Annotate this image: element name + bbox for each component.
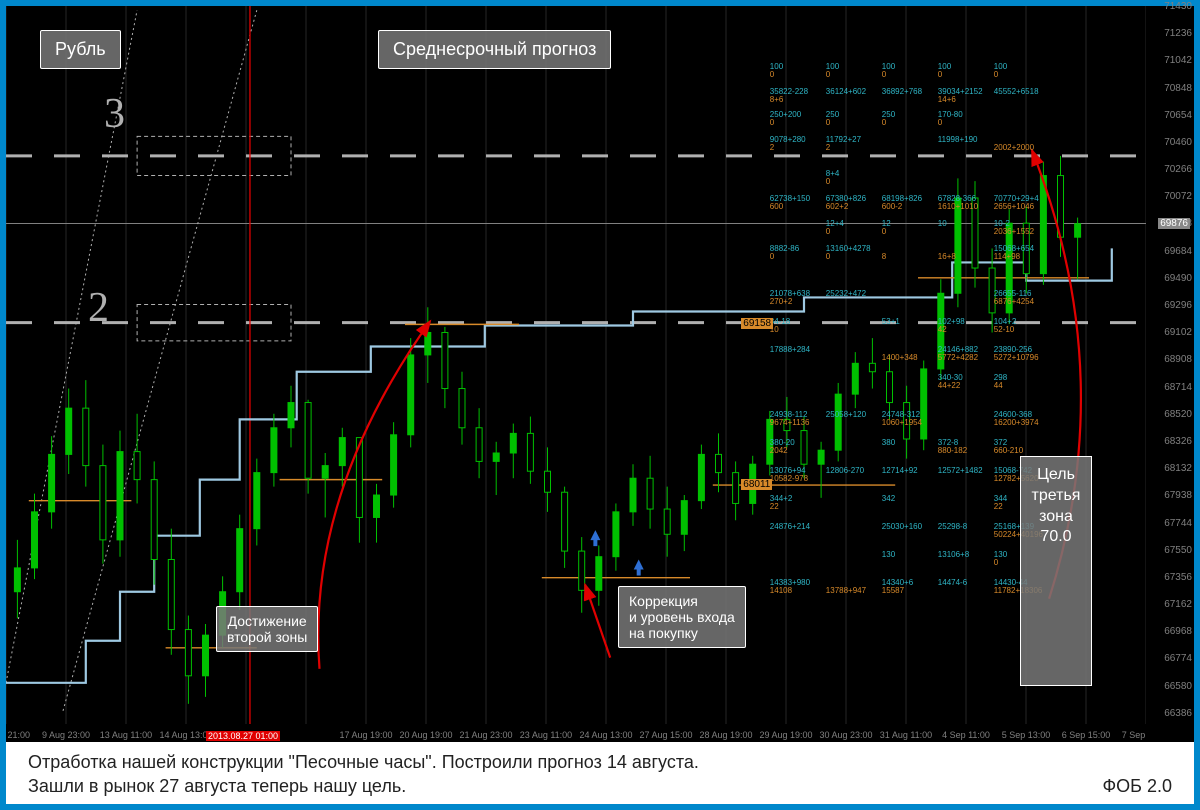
price-label-entry: 68011 (741, 479, 772, 490)
signature: ФОБ 2.0 (1102, 774, 1172, 798)
caption: Отработка нашей конструкции "Песочные ча… (6, 742, 1194, 804)
annotation-correction: Коррекция и уровень входа на покупку (618, 586, 746, 648)
cursor-date-label: 2013.08.27 01:00 (206, 731, 280, 741)
annotation-target: Цель третья зона 70.0 (1020, 456, 1092, 686)
x-axis: 8 Aug 21:009 Aug 23:0013 Aug 11:0014 Aug… (6, 724, 1146, 742)
price-label-current: 69876 (1158, 218, 1190, 229)
chart-area[interactable]: 1001001001001000000035822-22836124+60236… (6, 6, 1146, 724)
subtitle-badge: Среднесрочный прогноз (378, 30, 611, 69)
caption-line-1: Отработка нашей конструкции "Песочные ча… (28, 750, 1172, 774)
annotation-reach: Достижение второй зоны (216, 606, 318, 652)
chart-outer: 1001001001001000000035822-22836124+60236… (6, 6, 1194, 742)
price-label-zone2: 69158 (741, 318, 773, 329)
hand-label-zone2: 2 (88, 284, 109, 332)
title-badge: Рубль (40, 30, 121, 69)
caption-line-2: Зашли в рынок 27 августа теперь нашу цел… (28, 774, 1172, 798)
y-axis: 7143071236710427084870654704607026670072… (1146, 6, 1194, 724)
hand-label-zone3: 3 (104, 90, 125, 138)
